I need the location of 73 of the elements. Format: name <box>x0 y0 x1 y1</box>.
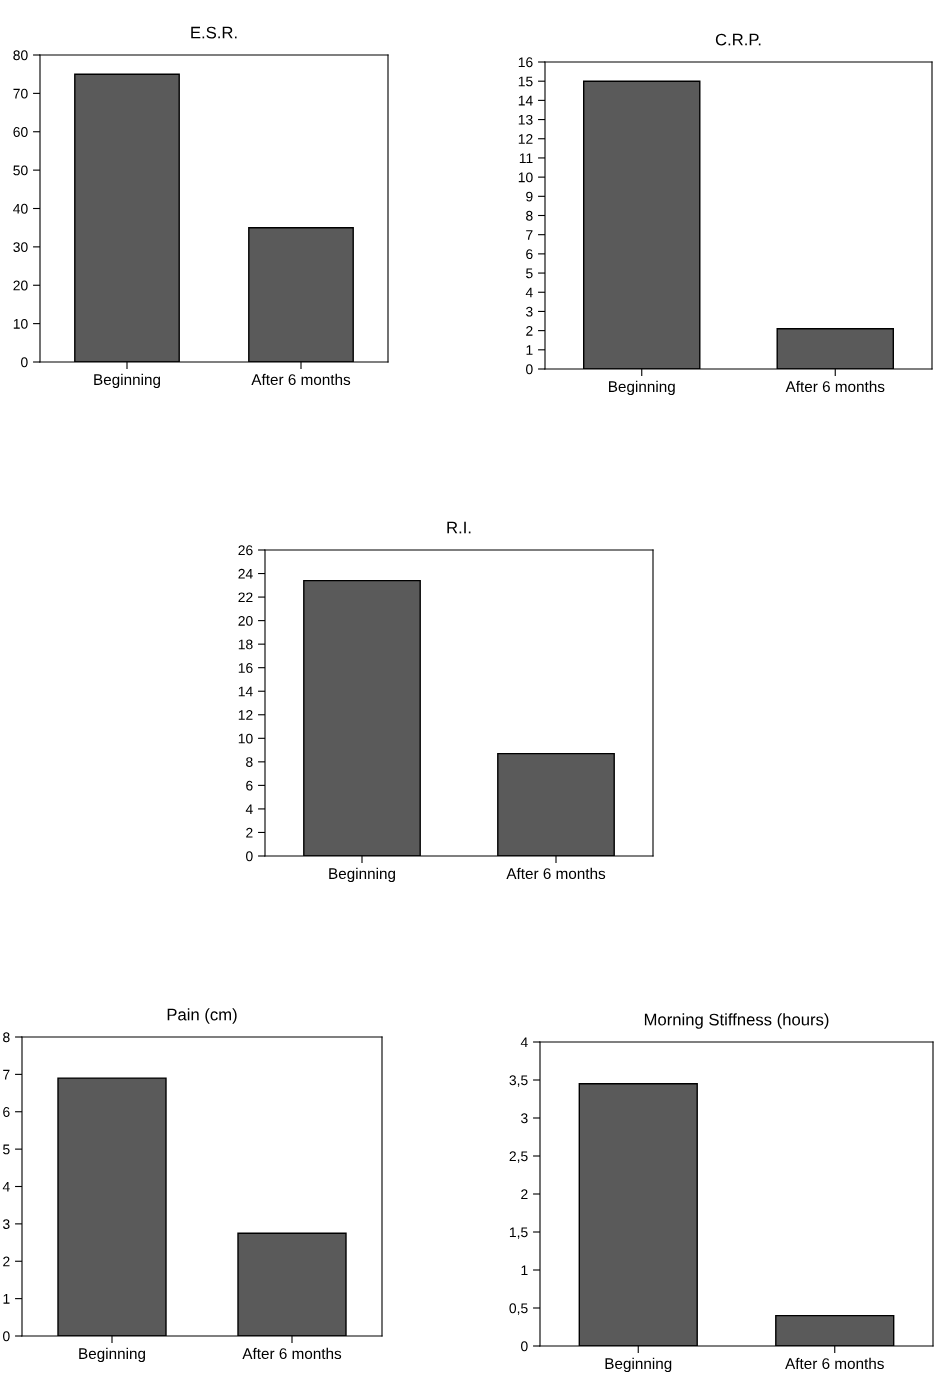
x-tick-label: Beginning <box>94 373 160 389</box>
y-tick-label: 6 <box>526 249 533 260</box>
y-tick-label: 22 <box>238 592 253 603</box>
y-tick-label: 3,5 <box>509 1075 528 1087</box>
y-tick-label: 40 <box>13 203 28 214</box>
y-tick-label: 14 <box>518 95 533 106</box>
y-tick-label: 8 <box>3 1032 10 1043</box>
y-tick-label: 2 <box>521 1189 528 1200</box>
y-tick-label: 60 <box>13 127 28 137</box>
y-tick-label: 3 <box>526 306 533 317</box>
y-tick-label: 10 <box>13 318 28 329</box>
y-tick-label: 16 <box>238 663 253 673</box>
y-tick-label: 1 <box>526 345 533 355</box>
y-tick-label: 4 <box>525 287 533 298</box>
y-tick-label: 26 <box>238 545 253 556</box>
y-tick-label: 7 <box>526 230 533 240</box>
y-tick-label: 80 <box>13 50 28 61</box>
x-tick-label: Beginning <box>605 1357 672 1373</box>
y-tick-label: 20 <box>238 615 253 626</box>
y-tick-label: 0 <box>521 1341 528 1352</box>
y-tick-label: 6 <box>3 1107 10 1117</box>
y-tick-label: 4 <box>2 1181 10 1192</box>
y-tick-label: 10 <box>238 733 253 744</box>
chart-title: Pain (cm) <box>167 1008 237 1024</box>
y-tick-label: 7 <box>3 1069 10 1080</box>
y-tick-label: 24 <box>238 568 253 579</box>
y-tick-label: 12 <box>238 710 253 720</box>
y-tick-label: 4 <box>520 1037 528 1048</box>
y-tick-label: 4 <box>245 804 253 814</box>
y-tick-label: 0 <box>21 357 28 368</box>
y-tick-label: 2 <box>246 827 253 838</box>
y-tick-label: 5 <box>526 268 533 279</box>
chart-title: C.R.P. <box>715 33 761 46</box>
y-tick-label: 11 <box>519 153 533 163</box>
y-tick-label: 5 <box>3 1144 10 1155</box>
y-tick-label: 2 <box>526 325 533 336</box>
y-tick-label: 0 <box>246 851 253 862</box>
y-tick-label: 0 <box>526 364 533 375</box>
y-tick-label: 15 <box>518 76 533 87</box>
y-tick-label: 8 <box>526 210 533 221</box>
y-tick-label: 6 <box>246 780 253 791</box>
y-tick-label: 3 <box>521 1113 528 1124</box>
x-tick-label: After 6 months <box>251 373 351 386</box>
x-tick-label: After 6 months <box>242 1347 342 1360</box>
x-tick-label: After 6 months <box>785 1357 884 1370</box>
y-tick-label: 14 <box>238 686 253 697</box>
y-tick-label: 8 <box>246 757 253 768</box>
y-tick-label: 30 <box>13 242 28 253</box>
y-tick-label: 50 <box>13 165 28 176</box>
y-tick-label: 13 <box>518 114 533 125</box>
x-tick-label: After 6 months <box>506 867 606 880</box>
y-tick-label: 1 <box>3 1294 10 1304</box>
y-tick-label: 0 <box>3 1331 10 1342</box>
y-tick-label: 9 <box>526 191 533 202</box>
y-tick-label: 2,5 <box>509 1151 528 1163</box>
y-tick-label: 1 <box>521 1265 528 1276</box>
x-tick-label: After 6 months <box>785 380 885 393</box>
y-tick-label: 16 <box>518 57 533 68</box>
x-tick-label: Beginning <box>609 380 675 396</box>
y-tick-label: 1,5 <box>509 1227 528 1239</box>
y-tick-label: 70 <box>13 88 28 99</box>
x-tick-label: Beginning <box>329 867 395 883</box>
x-tick-label: Beginning <box>79 1347 145 1363</box>
chart-title: E.S.R. <box>191 26 237 39</box>
y-tick-label: 20 <box>13 280 28 291</box>
chart-title: Morning Stiffness (hours) <box>644 1013 829 1029</box>
y-tick-label: 10 <box>518 172 533 183</box>
chart-title: R.I. <box>447 521 471 534</box>
y-tick-label: 3 <box>3 1219 10 1230</box>
y-tick-label: 18 <box>238 639 253 650</box>
y-tick-label: 12 <box>518 134 533 144</box>
y-tick-label: 2 <box>3 1256 10 1267</box>
y-tick-label: 0,5 <box>509 1303 528 1315</box>
